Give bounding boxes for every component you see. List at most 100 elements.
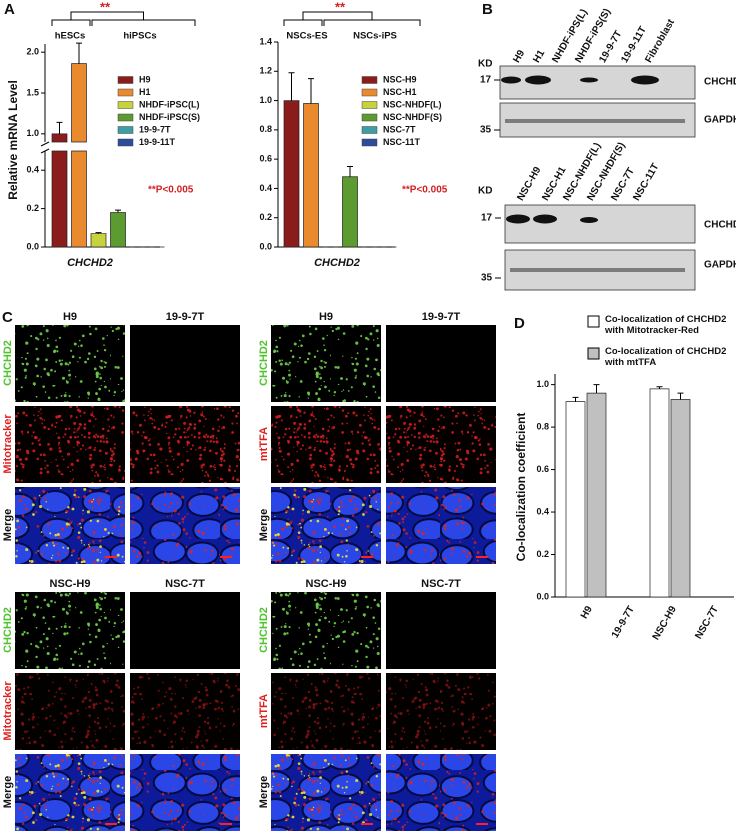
- bar: [565, 401, 586, 598]
- legend-swatch: [117, 101, 134, 109]
- legend-swatch: [361, 76, 378, 84]
- row-label: mtTFA: [258, 694, 270, 728]
- micrograph: [271, 406, 381, 483]
- group-label: NSCs-iPS: [353, 31, 397, 42]
- y-tick-label: 0.0: [536, 591, 549, 601]
- bar: [283, 100, 300, 248]
- micrograph: [386, 592, 496, 669]
- micrograph: [130, 754, 240, 831]
- y-tick-label: 0.2: [259, 212, 272, 222]
- row-label: CHCHD2: [258, 607, 270, 653]
- group-label: hESCs: [55, 31, 86, 42]
- bar: [110, 212, 126, 248]
- micrograph: [15, 754, 125, 831]
- y-tick-label: 0.2: [536, 549, 549, 559]
- row-label: CHCHD2: [2, 607, 14, 653]
- x-tick-label: 19-9-7T: [610, 604, 637, 640]
- micrograph: [386, 673, 496, 750]
- y-tick-label: 1.0: [259, 95, 272, 105]
- micrograph: [15, 592, 125, 669]
- micrograph: [271, 487, 381, 564]
- error-bar: [593, 384, 600, 394]
- kd-label: KD: [478, 186, 492, 197]
- column-label: NSC-7T: [165, 578, 205, 590]
- error-bar: [308, 78, 314, 104]
- group-label: NSCs-ES: [286, 31, 327, 42]
- bar: [51, 133, 68, 248]
- lane-label: Fibroblast: [643, 17, 677, 65]
- group-bracket: [91, 19, 196, 26]
- annotation: **P<0.005: [402, 185, 448, 196]
- legend-label: Co-localization of CHCHD2 with mtTFA: [605, 346, 727, 368]
- legend-label: NHDF-iPSC(S): [139, 112, 200, 122]
- legend-swatch: [361, 101, 378, 109]
- legend-label: NSC-NHDF(L): [383, 99, 442, 109]
- row-label: mtTFA: [258, 427, 270, 461]
- column-label: H9: [63, 311, 77, 323]
- y-tick-label: 0.2: [26, 203, 39, 213]
- row-label: Merge: [2, 509, 14, 541]
- blot-band: [505, 119, 685, 123]
- micrograph: [15, 325, 125, 402]
- blot-band: [510, 268, 685, 272]
- bar: [342, 176, 358, 248]
- micrograph: [386, 487, 496, 564]
- row-label: Mitotracker: [2, 681, 14, 741]
- bar: [670, 399, 691, 598]
- y-tick-label: 0.6: [259, 154, 272, 164]
- legend-label: NSC-7T: [383, 124, 416, 134]
- error-bar: [76, 42, 82, 64]
- y-tick-label: 0.4: [26, 165, 39, 175]
- y-axis-label: Relative mRNA Level: [6, 80, 20, 200]
- legend-swatch: [117, 113, 134, 122]
- micrograph: [271, 592, 381, 669]
- bar: [649, 388, 670, 598]
- y-tick-label: 2.0: [26, 47, 39, 57]
- legend-label: NSC-NHDF(S): [383, 112, 442, 122]
- error-bar: [677, 392, 684, 400]
- micrograph: [15, 406, 125, 483]
- significance-bracket: [70, 11, 144, 20]
- lane-label: H1: [531, 48, 547, 65]
- legend-swatch: [361, 138, 378, 147]
- blot-band: [580, 217, 598, 223]
- legend-swatch: [117, 126, 134, 134]
- column-label: NSC-H9: [306, 578, 347, 590]
- bar: [90, 233, 107, 248]
- axis-break: [40, 141, 50, 154]
- row-label: Merge: [258, 776, 270, 808]
- error-bar: [572, 396, 579, 402]
- micrograph: [130, 673, 240, 750]
- group-label: hiPSCs: [123, 31, 156, 42]
- micrograph: [271, 673, 381, 750]
- group-bracket: [51, 19, 91, 26]
- legend-swatch: [361, 88, 378, 97]
- legend-label: 19-9-7T: [139, 124, 171, 134]
- blot-band: [525, 75, 551, 85]
- column-label: NSC-H9: [50, 578, 91, 590]
- y-tick-label: 0.8: [536, 421, 549, 431]
- y-axis-label: Co-localization coefficient: [514, 413, 528, 562]
- marker-label: 17: [480, 75, 492, 86]
- legend-label: H9: [139, 74, 151, 84]
- legend-swatch: [361, 126, 378, 134]
- row-label: Merge: [258, 509, 270, 541]
- significance-bracket: [302, 11, 373, 20]
- legend-swatch: [117, 138, 134, 147]
- group-bracket: [283, 19, 323, 26]
- legend-label: 19-9-11T: [139, 137, 176, 147]
- legend-box: Co-localization of CHCHD2 with mtTFA: [605, 346, 727, 368]
- x-axis-label: CHCHD2: [314, 257, 360, 269]
- kd-label: KD: [478, 59, 492, 70]
- micrograph: [130, 406, 240, 483]
- protein-label: CHCHD2: [704, 220, 736, 231]
- micrograph: [15, 487, 125, 564]
- bar: [303, 103, 319, 248]
- panel-label: A: [4, 1, 15, 18]
- protein-label: CHCHD2: [704, 77, 736, 88]
- legend-label: NSC-11T: [383, 137, 421, 147]
- column-label: H9: [319, 311, 333, 323]
